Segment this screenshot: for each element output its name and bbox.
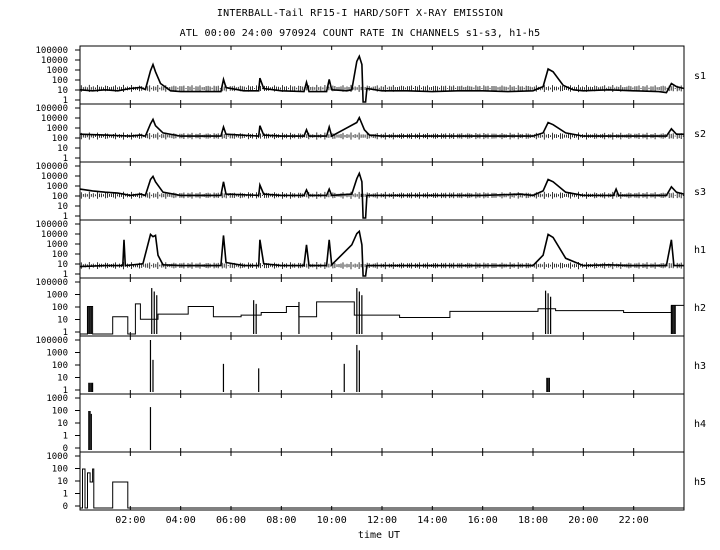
chart-title: INTERBALL-Tail RF15-I HARD/SOFT X-RAY EM…	[216, 8, 504, 19]
channel-label-h1: h1	[694, 245, 706, 256]
series-s1	[79, 54, 685, 103]
y-tick-label: 1000	[46, 124, 68, 134]
channel-label-s3: s3	[694, 187, 706, 198]
panel-frame	[79, 393, 685, 453]
noise-s1	[80, 84, 684, 93]
channel-label-s2: s2	[694, 129, 706, 140]
y-tick-label: 10000	[41, 56, 68, 66]
y-tick-label: 100000	[35, 336, 68, 346]
y-tick-label: 100	[52, 134, 68, 144]
y-tick-label: 100000	[35, 278, 68, 288]
y-tick-label: 100000	[35, 162, 68, 172]
x-tick-label: 22:00	[619, 515, 649, 526]
y-tick-label: 1	[63, 432, 68, 442]
x-axis-label: time UT	[358, 530, 400, 541]
y-tick-label: 100	[52, 303, 68, 313]
channel-label-h4: h4	[694, 419, 706, 430]
panel-h2: 100000 1000 100 10 1 h2	[35, 277, 706, 338]
y-tick-label: 10	[57, 260, 68, 270]
y-tick-label: 1	[63, 96, 68, 106]
series-s2	[79, 115, 684, 138]
y-tick-label: 1	[63, 328, 68, 338]
x-tick-label: 12:00	[367, 515, 397, 526]
y-tick-label: 1000	[46, 452, 68, 462]
y-tick-label: 1	[63, 212, 68, 222]
y-tick-label: 10	[57, 86, 68, 96]
channel-label-h3: h3	[694, 361, 706, 372]
y-tick-label: 10	[57, 477, 68, 487]
y-tick-label: 1000	[46, 394, 68, 404]
y-tick-label: 100000	[35, 46, 68, 56]
y-tick-label: 1	[63, 154, 68, 164]
y-tick-label: 1000	[46, 66, 68, 76]
x-tick-label: 02:00	[115, 515, 145, 526]
y-tick-label: 1000	[46, 240, 68, 250]
y-tick-label: 1	[63, 270, 68, 280]
x-tick-label: 14:00	[417, 515, 447, 526]
y-tick-label: 100	[52, 465, 68, 475]
y-tick-label: 100	[52, 76, 68, 86]
y-tick-label: 0	[63, 444, 68, 454]
panel-frame	[79, 335, 685, 395]
y-tick-label: 10	[57, 316, 68, 326]
x-tick-label: 16:00	[468, 515, 498, 526]
x-tick-label: 18:00	[518, 515, 548, 526]
y-tick-label: 1000	[46, 349, 68, 359]
y-tick-label: 10000	[41, 230, 68, 240]
panels-group: 100000100001000100101s110000010000100010…	[35, 45, 706, 526]
panel-frame	[79, 451, 685, 511]
channel-label-h5: h5	[694, 477, 706, 488]
channel-label-h2: h2	[694, 303, 706, 314]
panel-frame	[79, 219, 685, 279]
y-tick-label: 10	[57, 144, 68, 154]
y-tick-label: 1	[63, 490, 68, 500]
series-h5	[80, 468, 684, 509]
panel-frame	[79, 45, 685, 105]
panel-frame	[79, 103, 685, 163]
y-tick-label: 100	[52, 250, 68, 260]
series-s3	[79, 171, 685, 219]
x-tick-label: 08:00	[266, 515, 296, 526]
y-tick-label: 1000	[46, 182, 68, 192]
noise-h1	[80, 262, 684, 270]
y-tick-label: 100	[52, 407, 68, 417]
chart-subtitle: ATL 00:00 24:00 970924 COUNT RATE IN CHA…	[179, 28, 541, 39]
x-tick-label: 04:00	[166, 515, 196, 526]
y-tick-label: 1000	[46, 291, 68, 301]
noise-s2	[80, 132, 684, 140]
y-tick-label: 10	[57, 374, 68, 384]
x-tick-label: 06:00	[216, 515, 246, 526]
channel-label-s1: s1	[694, 71, 706, 82]
series-h2	[80, 301, 684, 335]
y-tick-label: 10000	[41, 114, 68, 124]
noise-s3	[80, 191, 684, 199]
y-tick-label: 10	[57, 419, 68, 429]
x-tick-label: 20:00	[568, 515, 598, 526]
y-tick-label: 100000	[35, 104, 68, 114]
series-h1	[79, 229, 684, 277]
y-tick-label: 100000	[35, 220, 68, 230]
panel-frame	[79, 161, 685, 221]
panel-frame	[79, 277, 685, 337]
x-tick-label: 10:00	[317, 515, 347, 526]
y-tick-label: 10	[57, 202, 68, 212]
y-tick-label: 10000	[41, 172, 68, 182]
y-tick-label: 100	[52, 361, 68, 371]
y-tick-label: 1	[63, 386, 68, 396]
panel-h3: 100000 1000 100 10 1 h3	[35, 335, 706, 396]
y-tick-label: 100	[52, 192, 68, 202]
y-tick-label: 0	[63, 502, 68, 512]
